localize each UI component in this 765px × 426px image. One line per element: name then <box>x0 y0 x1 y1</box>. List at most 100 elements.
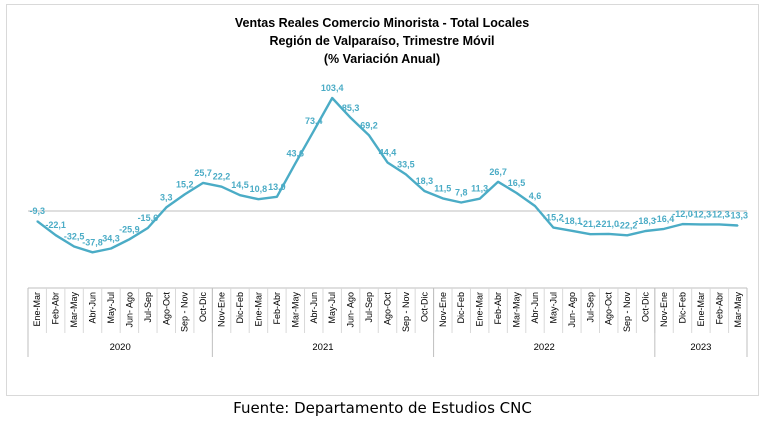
x-tick-label: Abr-Jun <box>88 292 98 324</box>
data-label: 73,4 <box>305 116 323 126</box>
data-label: -12,3 <box>709 209 730 219</box>
data-label: -25,9 <box>119 224 140 234</box>
x-tick-label: Feb-Abr <box>714 292 724 325</box>
data-point <box>626 234 628 237</box>
data-label: -32,5 <box>64 232 85 242</box>
data-point <box>312 129 315 132</box>
data-label: -21,0 <box>598 219 619 229</box>
data-point <box>644 230 647 232</box>
data-label: -16,4 <box>654 214 675 224</box>
data-label: 10,8 <box>250 184 268 194</box>
x-tick-label: Feb-Abr <box>51 292 61 325</box>
year-label: 2021 <box>312 342 333 353</box>
data-point <box>239 194 241 196</box>
data-point <box>589 233 592 235</box>
x-tick-label: Oct-Dic <box>198 292 208 322</box>
chart-title-line-1: Ventas Reales Comercio Minorista - Total… <box>235 16 529 30</box>
data-point <box>736 224 739 227</box>
data-point <box>220 185 223 188</box>
data-label: 18,3 <box>416 176 434 186</box>
data-label: 34,3 <box>102 233 120 243</box>
data-point <box>515 192 518 194</box>
x-tick-label: Nov-Ene <box>438 292 448 327</box>
x-tick-label: Mar-May <box>69 292 79 328</box>
data-label: -12,0 <box>672 209 693 219</box>
data-label: -37,8 <box>82 237 103 247</box>
data-point <box>718 223 721 226</box>
x-tick-label: Jun- Ago <box>124 292 134 328</box>
x-tick-label: Mar-May <box>733 292 743 328</box>
data-point <box>552 226 555 229</box>
data-point <box>331 97 333 99</box>
x-tick-label: Dic-Feb <box>235 292 245 324</box>
x-tick-label: Sep - Nov <box>622 292 632 333</box>
data-label: 13,0 <box>268 182 286 192</box>
x-tick-label: Jul-Sep <box>143 292 153 323</box>
x-tick-label: Ene-Mar <box>32 292 42 327</box>
data-label: 103,4 <box>321 83 344 93</box>
data-label: 85,3 <box>342 103 360 113</box>
year-label: 2020 <box>110 342 131 353</box>
data-label: 26,7 <box>489 167 507 177</box>
data-label: -15,6 <box>138 213 159 223</box>
data-label: 3,3 <box>160 192 173 202</box>
x-tick-label: Feb-Abr <box>493 292 503 325</box>
x-tick-label: May-Jul <box>106 292 116 324</box>
data-point <box>405 173 407 176</box>
x-tick-label: Oct-Dic <box>419 292 429 322</box>
x-tick-label: Nov-Ene <box>217 292 227 327</box>
data-label: 22,2 <box>213 172 231 182</box>
chart-title-line-3: (% Variación Anual) <box>324 52 440 66</box>
data-label: 11,5 <box>434 183 451 193</box>
data-point <box>681 223 684 225</box>
x-tick-label: Dic-Feb <box>456 292 466 324</box>
data-label: 15,2 <box>176 179 194 189</box>
year-label: 2023 <box>690 342 711 353</box>
data-point <box>571 229 573 232</box>
data-point <box>36 220 39 222</box>
data-label: -21,2 <box>580 219 601 229</box>
data-label: -18,3 <box>635 216 656 226</box>
data-label: 4,6 <box>529 191 542 201</box>
data-point <box>497 181 499 183</box>
x-tick-label: Jul-Sep <box>364 292 374 323</box>
x-tick-label: Oct-Dic <box>641 292 651 322</box>
data-label: 43,6 <box>287 148 305 158</box>
data-point <box>202 182 204 184</box>
data-point <box>128 238 131 241</box>
data-label: 25,7 <box>194 168 212 178</box>
data-label: 16,5 <box>508 178 526 188</box>
data-label: 14,5 <box>231 180 249 190</box>
x-tick-label: May-Jul <box>327 292 337 324</box>
data-point <box>110 247 112 250</box>
x-tick-label: Ene-Mar <box>475 292 485 327</box>
data-point <box>183 193 186 196</box>
data-point <box>349 116 352 119</box>
data-label: -9,3 <box>29 206 45 216</box>
x-tick-label: Sep - Nov <box>401 292 411 333</box>
x-tick-label: Ago-Oct <box>383 292 393 326</box>
x-tick-label: May-Jul <box>548 292 558 324</box>
source-note: Fuente: Departamento de Estudios CNC <box>233 399 532 417</box>
data-label: 44,4 <box>379 147 397 157</box>
x-tick-label: Ago-Oct <box>161 292 171 326</box>
data-point <box>442 197 444 200</box>
chart-title-line-2: Región de Valparaíso, Trimestre Móvil <box>269 34 494 48</box>
data-label: 33,5 <box>397 159 415 169</box>
x-tick-label: Mar-May <box>290 292 300 328</box>
x-tick-label: Dic-Feb <box>677 292 687 324</box>
x-tick-label: Abr-Jun <box>530 292 540 324</box>
data-point <box>478 197 481 200</box>
x-tick-label: Ene-Mar <box>253 292 263 327</box>
data-point <box>91 251 94 254</box>
data-label: -22,2 <box>617 220 638 230</box>
data-point <box>368 134 370 137</box>
data-label: -18,1 <box>562 216 583 226</box>
data-point <box>276 195 278 198</box>
data-point <box>147 227 149 229</box>
x-tick-label: Jun- Ago <box>346 292 356 328</box>
x-tick-label: Jul-Sep <box>585 292 595 323</box>
x-tick-label: Nov-Ene <box>659 292 669 327</box>
chart-svg: Ventas Reales Comercio Minorista - Total… <box>27 16 748 357</box>
data-point <box>386 161 389 164</box>
